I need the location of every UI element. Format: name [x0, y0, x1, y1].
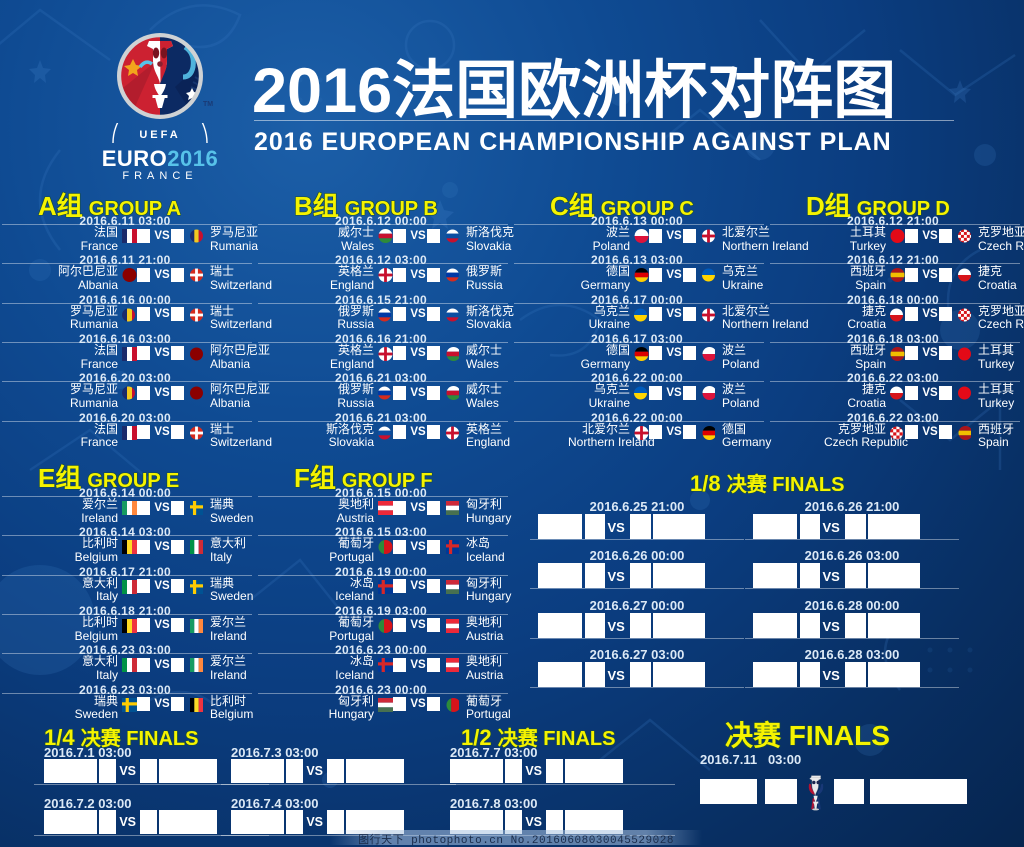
- svg-text:TM: TM: [203, 101, 213, 108]
- svg-text:UEFA: UEFA: [139, 129, 180, 141]
